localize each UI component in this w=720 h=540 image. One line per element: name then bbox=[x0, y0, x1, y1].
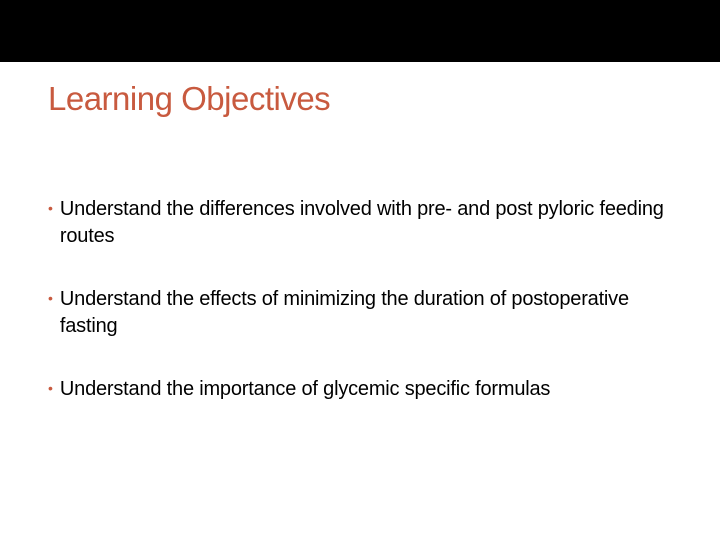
objectives-list: • Understand the differences involved wi… bbox=[48, 196, 672, 403]
slide-content: Learning Objectives • Understand the dif… bbox=[0, 62, 720, 403]
list-item-text: Understand the effects of minimizing the… bbox=[60, 286, 672, 340]
list-item: • Understand the importance of glycemic … bbox=[48, 376, 672, 403]
bullet-icon: • bbox=[48, 291, 53, 305]
list-item-text: Understand the importance of glycemic sp… bbox=[60, 376, 550, 403]
bullet-icon: • bbox=[48, 381, 53, 395]
slide-title: Learning Objectives bbox=[48, 80, 672, 118]
bullet-icon: • bbox=[48, 201, 53, 215]
list-item-text: Understand the differences involved with… bbox=[60, 196, 672, 250]
top-bar bbox=[0, 0, 720, 62]
list-item: • Understand the differences involved wi… bbox=[48, 196, 672, 250]
list-item: • Understand the effects of minimizing t… bbox=[48, 286, 672, 340]
